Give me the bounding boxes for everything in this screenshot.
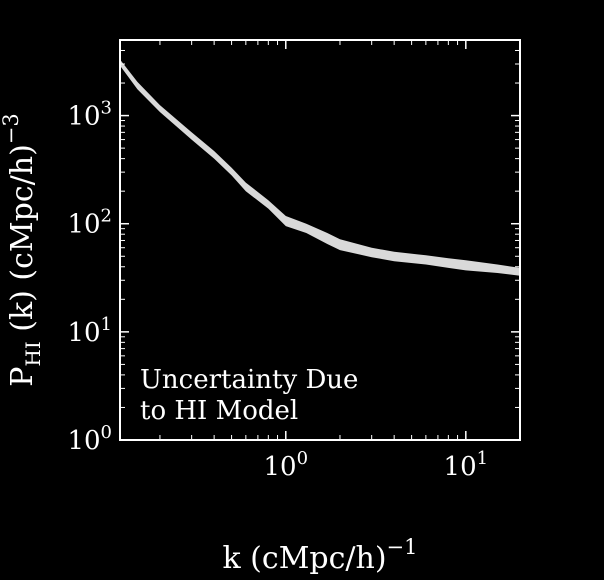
annotation-line-1: Uncertainty Due xyxy=(140,365,358,395)
y-axis-label: PHI (k) (cMpc/h)−3 xyxy=(0,113,45,387)
x-tick-label-1: 101 xyxy=(444,448,489,482)
y-tick-label-2: 102 xyxy=(67,206,112,240)
uncertainty-band-0 xyxy=(120,59,520,276)
x-axis-label: k (cMpc/h)−1 xyxy=(222,535,417,576)
x-tick-label-0: 100 xyxy=(264,448,309,482)
annotation-line-2: to HI Model xyxy=(140,396,298,426)
y-tick-label-1: 101 xyxy=(67,314,112,348)
y-tick-label-0: 100 xyxy=(67,422,112,456)
y-tick-label-3: 103 xyxy=(67,98,112,132)
